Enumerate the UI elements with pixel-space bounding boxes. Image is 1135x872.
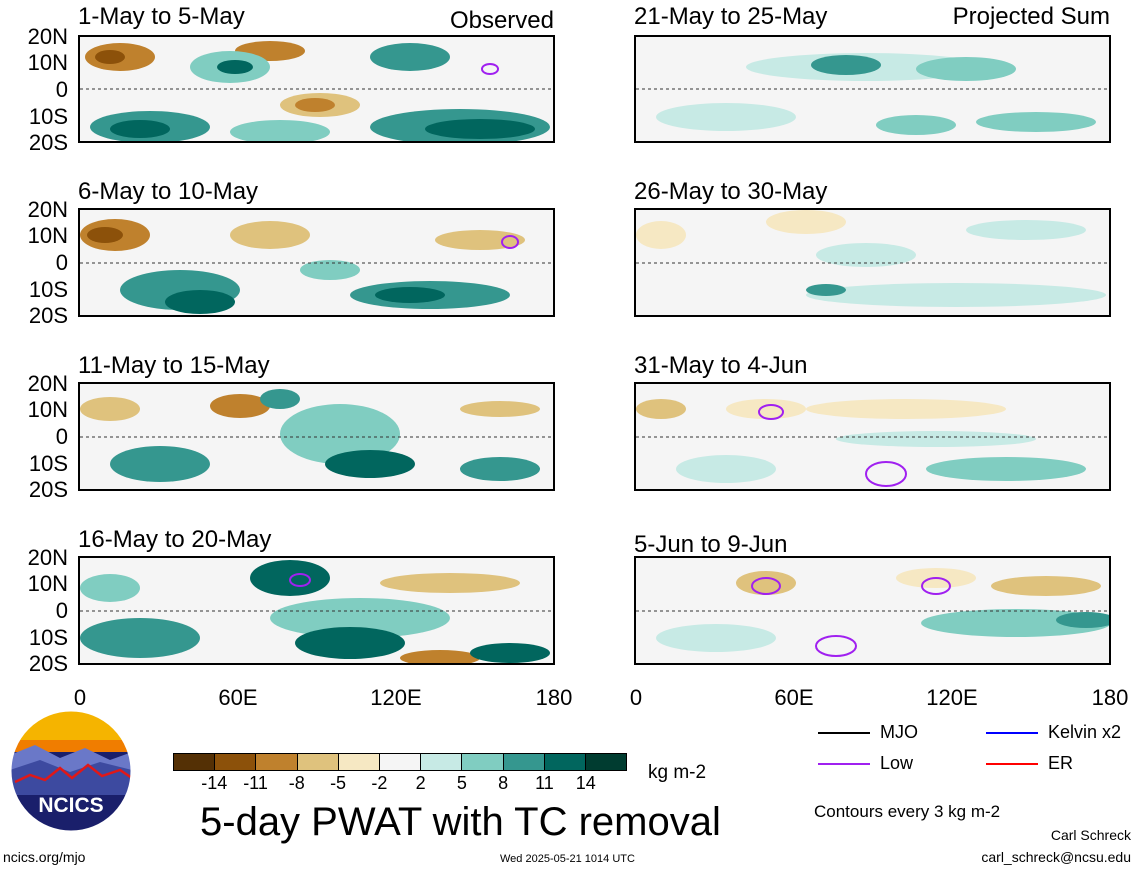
- x-tick-left-180: 180: [535, 685, 573, 710]
- map-panel-left-2: [78, 208, 555, 317]
- y-tick-row4-3: 10S: [28, 625, 68, 650]
- x-tick-right-120e: 120E: [926, 685, 978, 710]
- legend-swatch-mjo: [818, 732, 870, 734]
- legend-label-mjo: MJO: [880, 722, 918, 742]
- legend-label-kelvin: Kelvin x2: [1048, 722, 1122, 742]
- panel-title-left-4: 16-May to 20-May: [78, 526, 272, 553]
- panel-title-right-4: 5-Jun to 9-Jun: [634, 531, 788, 558]
- colorbar-swatch-3: [297, 754, 339, 770]
- y-tick-row3-3: 10S: [28, 451, 68, 476]
- legend-swatch-er: [986, 763, 1038, 765]
- y-tick-row4-1: 10N: [27, 571, 68, 596]
- y-tick-row2-1: 10N: [27, 223, 68, 248]
- colorbar-swatch-5: [379, 754, 422, 770]
- map-panel-right-3: [634, 382, 1111, 491]
- y-tick-row3-1: 10N: [27, 397, 68, 422]
- map-panel-right-4: [634, 556, 1111, 665]
- colorbar-swatch-9: [544, 754, 586, 770]
- legend-swatch-kelvin: [986, 732, 1038, 734]
- footer-author: Carl Schreck: [1050, 827, 1131, 843]
- colorbar-tick-0: -14: [201, 773, 228, 793]
- legend-swatch-low: [818, 763, 870, 765]
- y-tick-row1-3: 10S: [28, 104, 68, 129]
- panel-title-right-3: 31-May to 4-Jun: [634, 352, 808, 379]
- map-panel-right-1: [634, 35, 1111, 143]
- colorbar-tick-8: 11: [535, 773, 554, 793]
- colorbar-swatch-10: [585, 754, 627, 770]
- colorbar-units: kg m-2: [648, 762, 707, 783]
- panel-title-left-3: 11-May to 15-May: [78, 352, 270, 379]
- colorbar-tick-1: -11: [243, 773, 268, 793]
- y-tick-row1-1: 10N: [27, 50, 68, 75]
- colorbar-swatch-1: [215, 754, 257, 770]
- map-panel-right-2: [634, 208, 1111, 317]
- y-tick-row2-4: 20S: [28, 303, 68, 328]
- map-panel-left-4: [78, 556, 555, 665]
- x-tick-left-0: 0: [73, 685, 87, 710]
- legend-label-er: ER: [1048, 753, 1074, 773]
- x-tick-left-120e: 120E: [370, 685, 422, 710]
- legend-label-low: Low: [880, 753, 914, 773]
- y-tick-row1-4: 20S: [28, 130, 68, 155]
- colorbar-tick-2: -8: [288, 773, 305, 793]
- colorbar-swatch-7: [462, 754, 504, 770]
- colorbar-tick-7: 8: [498, 773, 509, 793]
- y-tick-row1-2: 0: [55, 77, 68, 102]
- y-tick-row3-4: 20S: [28, 477, 68, 502]
- x-tick-right-180: 180: [1091, 685, 1129, 710]
- panel-title-left-1: 1-May to 5-May: [78, 3, 245, 30]
- footer-timestamp: Wed 2025-05-21 1014 UTC: [500, 853, 635, 865]
- map-panel-left-3: [78, 382, 555, 491]
- x-tick-right-60e: 60E: [774, 685, 814, 710]
- panel-label-observed: Observed: [449, 7, 554, 34]
- colorbar-swatch-8: [503, 754, 545, 770]
- x-tick-left-60e: 60E: [218, 685, 258, 710]
- footer-url: ncics.org/mjo: [3, 849, 86, 865]
- main-title: 5-day PWAT with TC removal: [200, 800, 721, 844]
- panel-label-projected: Projected Sum: [952, 3, 1110, 30]
- y-tick-row4-2: 0: [55, 598, 68, 623]
- colorbar-tick-3: -5: [330, 773, 347, 793]
- y-tick-row3-0: 20N: [27, 371, 68, 396]
- colorbar-tick-9: 14: [575, 773, 596, 793]
- map-panel-left-1: [78, 35, 555, 143]
- y-tick-row2-0: 20N: [27, 197, 68, 222]
- contours-note: Contours every 3 kg m-2: [814, 802, 1001, 821]
- y-tick-row4-4: 20S: [28, 651, 68, 676]
- y-tick-row2-2: 0: [55, 250, 68, 275]
- colorbar-swatch-2: [256, 754, 298, 770]
- ncics-logo: NCICS: [10, 710, 132, 832]
- colorbar-tick-5: 2: [415, 773, 426, 793]
- x-tick-right-0: 0: [629, 685, 643, 710]
- colorbar-swatch-0: [174, 754, 216, 770]
- panel-title-left-2: 6-May to 10-May: [78, 178, 259, 205]
- colorbar-tick-4: -2: [371, 773, 388, 793]
- y-tick-row3-2: 0: [55, 424, 68, 449]
- colorbar: [173, 753, 627, 771]
- colorbar-tick-6: 5: [456, 773, 467, 793]
- y-tick-row1-0: 20N: [27, 24, 68, 49]
- colorbar-ticks: -14 -11 -8 -5 -2 2 5 8 11 14: [173, 773, 627, 795]
- panel-title-right-2: 26-May to 30-May: [634, 178, 828, 205]
- footer-email: carl_schreck@ncsu.edu: [981, 849, 1131, 865]
- colorbar-swatch-6: [421, 754, 463, 770]
- ncics-logo-text: NCICS: [38, 794, 103, 817]
- y-tick-row4-0: 20N: [27, 545, 68, 570]
- colorbar-swatch-4: [338, 754, 380, 770]
- panel-title-right-1: 21-May to 25-May: [634, 3, 828, 30]
- y-tick-row2-3: 10S: [28, 277, 68, 302]
